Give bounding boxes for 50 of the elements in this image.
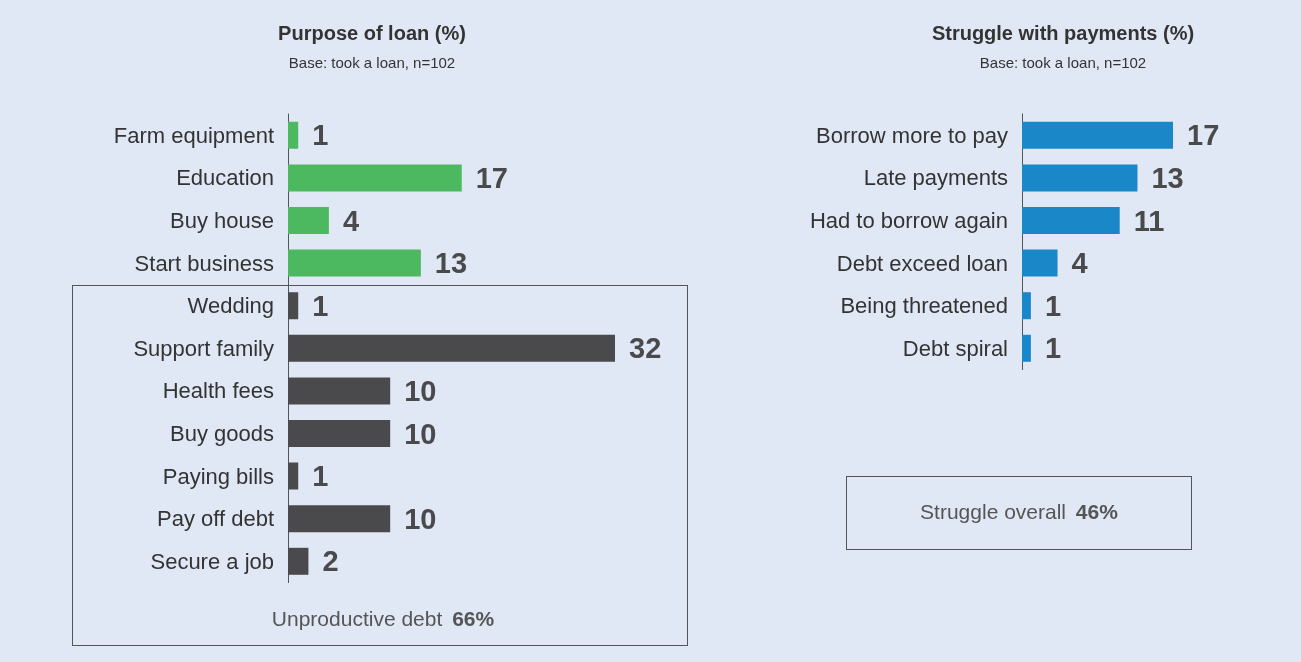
y-tick-label: Buy goods: [170, 421, 274, 446]
y-tick-label: Had to borrow again: [809, 208, 1008, 233]
y-tick-label: Debt spiral: [902, 335, 1008, 361]
bar: [1022, 292, 1031, 320]
data-label: 10: [404, 374, 437, 407]
bar: [1022, 164, 1138, 192]
bar: [288, 207, 329, 234]
data-label: 32: [629, 332, 662, 365]
bar: [288, 121, 299, 149]
data-label: 10: [404, 417, 437, 450]
y-tick-label: Secure a job: [150, 548, 274, 574]
y-tick-label: Farm equipment: [113, 122, 274, 148]
y-tick-label: Being threatened: [840, 293, 1008, 319]
bar: [1022, 334, 1031, 362]
chart-title: Struggle with payments (%): [931, 22, 1195, 44]
bar: [1022, 121, 1173, 149]
y-tick-label: Late payments: [863, 165, 1008, 191]
data-label: 13: [434, 247, 468, 280]
bar: [288, 164, 462, 192]
data-label: 1: [312, 289, 329, 322]
data-label: 11: [1133, 204, 1165, 237]
y-tick-label: Buy house: [170, 208, 274, 233]
y-tick-label: Wedding: [187, 293, 274, 319]
data-label: 1: [1044, 289, 1062, 322]
data-label: 17: [1187, 119, 1220, 152]
bar: [1022, 207, 1120, 234]
y-tick-label: Start business: [134, 250, 274, 276]
y-tick-label: Borrow more to pay: [816, 122, 1008, 148]
chart-subtitle: Base: took a loan, n=102: [979, 54, 1147, 71]
y-tick-label: Health fees: [162, 378, 274, 404]
bar: [288, 249, 421, 277]
y-tick-label: Paying bills: [162, 463, 274, 489]
data-label: 13: [1151, 161, 1184, 194]
data-label: 1: [312, 119, 329, 152]
chart-subtitle: Base: took a loan, n=102: [288, 54, 456, 71]
data-label: 4: [1071, 247, 1088, 280]
chart-title: Purpose of loan (%): [278, 22, 466, 44]
data-label: 1: [1044, 332, 1062, 365]
y-tick-label: Education: [176, 165, 274, 191]
data-label: 10: [404, 502, 437, 535]
y-tick-label: Debt exceed loan: [836, 250, 1008, 276]
y-tick-label: Pay off debt: [156, 506, 274, 532]
data-label: 4: [342, 204, 360, 237]
y-tick-label: Support family: [133, 335, 274, 361]
text: Unproductive debt 66%: [271, 607, 495, 630]
text: Struggle overall 46%: [920, 500, 1118, 523]
bar: [1022, 249, 1058, 277]
data-label: 1: [312, 460, 329, 493]
data-label: 2: [322, 545, 339, 578]
data-label: 17: [475, 161, 508, 194]
